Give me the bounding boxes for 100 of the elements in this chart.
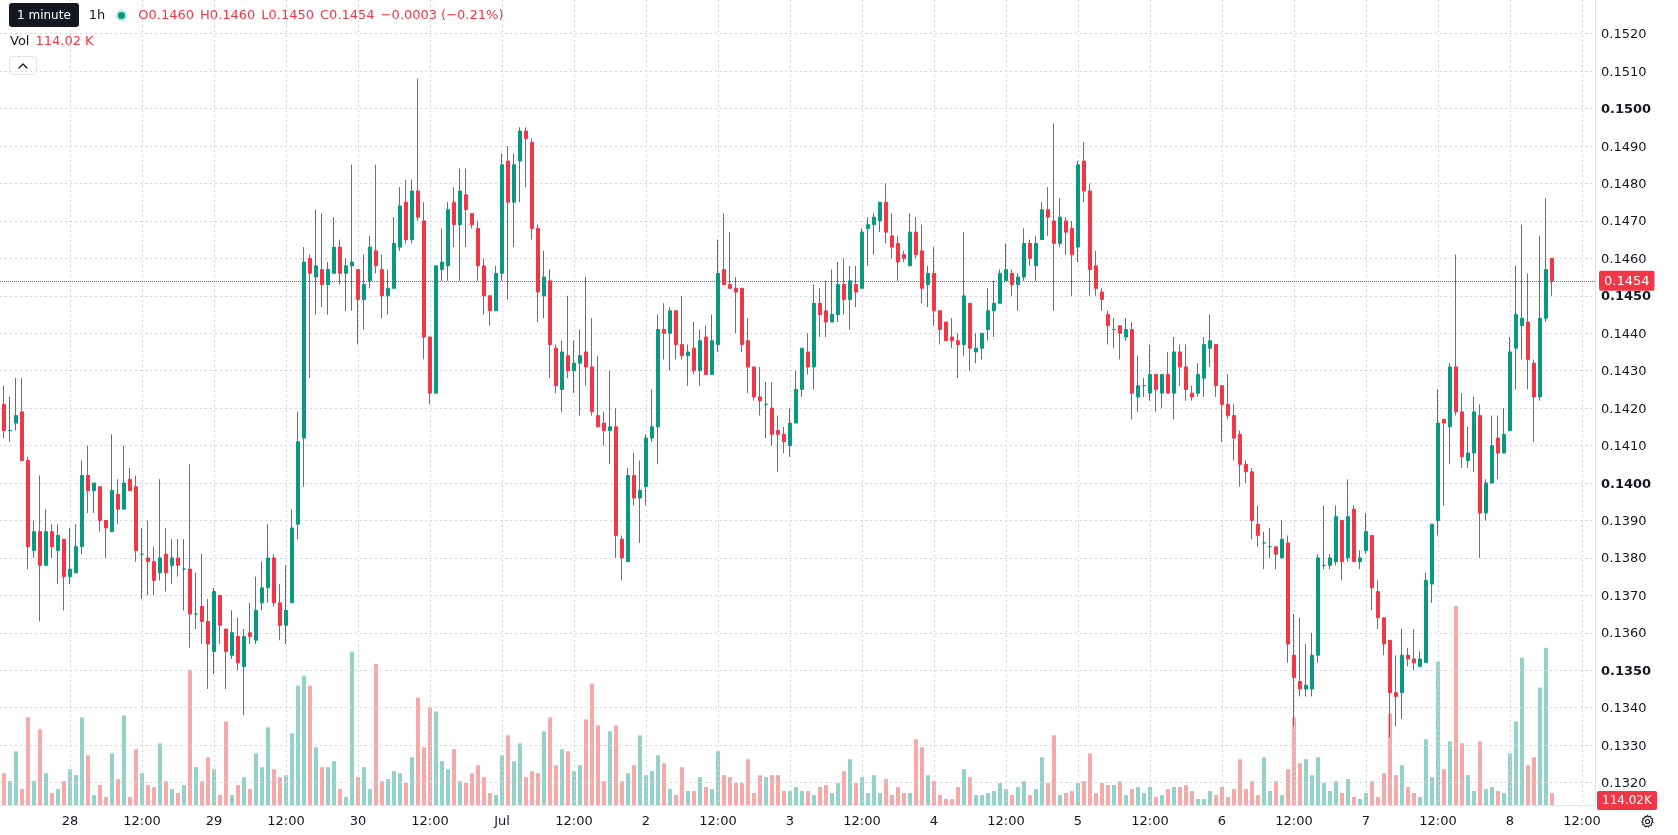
bar: [1514, 721, 1518, 805]
bar: [1508, 753, 1512, 805]
bar: [56, 789, 60, 805]
bar: [266, 727, 270, 805]
x-tick-label: 12:00: [699, 813, 737, 828]
bar: [746, 759, 750, 805]
y-tick-label: 0.1350: [1601, 662, 1652, 678]
bar: [206, 757, 210, 805]
bar: [668, 789, 672, 805]
candlestick: [434, 265, 438, 394]
candlestick: [218, 594, 222, 645]
bar: [848, 759, 852, 805]
bar: [1484, 789, 1488, 805]
candlestick: [926, 265, 930, 308]
y-tick-label: 0.1460: [1601, 250, 1647, 266]
candlestick: [644, 433, 648, 506]
x-tick-label: 6: [1217, 813, 1227, 828]
candlestick: [992, 280, 996, 338]
bar: [974, 795, 978, 805]
bar: [116, 779, 120, 805]
bar: [1208, 791, 1212, 805]
bar: [446, 769, 450, 805]
x-tick-label: 12:00: [123, 813, 161, 828]
candlestick: [392, 216, 396, 289]
bar: [1394, 775, 1398, 805]
candlestick: [1034, 235, 1038, 282]
bar: [248, 789, 252, 805]
bar: [1106, 785, 1110, 805]
bar: [1226, 797, 1230, 805]
bar: [1424, 739, 1428, 805]
bar: [1352, 797, 1356, 805]
bar: [1064, 793, 1068, 805]
bar: [572, 771, 576, 805]
candlestick: [1364, 512, 1368, 555]
candlestick: [68, 527, 72, 585]
bar: [926, 775, 930, 805]
bar: [824, 785, 828, 805]
bar: [1268, 791, 1272, 805]
bar: [272, 769, 276, 805]
candlestick: [974, 332, 978, 364]
bar: [1328, 791, 1332, 805]
bar: [830, 793, 834, 805]
bar: [452, 749, 456, 805]
x-tick-label: 29: [205, 813, 223, 828]
y-tick-label: 0.1320: [1601, 775, 1647, 791]
candlestick: [884, 182, 888, 244]
candlestick: [254, 576, 258, 645]
candlestick: [470, 212, 474, 229]
candlestick: [170, 538, 174, 585]
bar: [74, 775, 78, 805]
bar: [260, 767, 264, 805]
candlestick: [554, 343, 558, 394]
bar: [1532, 757, 1536, 805]
candlestick: [566, 295, 570, 379]
bar: [1502, 793, 1506, 805]
x-tick-label: 5: [1073, 813, 1083, 828]
candlestick: [278, 583, 282, 641]
bar: [584, 719, 588, 805]
bar: [1172, 787, 1176, 805]
candlestick: [896, 235, 900, 282]
bar: [302, 675, 306, 805]
candlestick: [740, 287, 744, 353]
bar: [98, 785, 102, 805]
bar: [506, 735, 510, 805]
bar: [1382, 773, 1386, 805]
candlestick: [44, 508, 48, 566]
candlestick: [194, 572, 198, 630]
bar: [1250, 781, 1254, 805]
candlestick: [134, 475, 138, 563]
bar: [1070, 791, 1074, 805]
candlestick: [968, 302, 972, 372]
y-tick-label: 0.1360: [1601, 625, 1647, 641]
candlestick: [668, 306, 672, 372]
bar: [1256, 795, 1260, 805]
candlestick: [812, 284, 816, 390]
candlestick: [296, 411, 300, 540]
candlestick: [1166, 351, 1170, 394]
bar: [1112, 785, 1116, 805]
y-tick-label: 0.1340: [1601, 700, 1647, 716]
candlestick: [92, 482, 96, 514]
bar: [704, 787, 708, 805]
y-tick-label: 0.1410: [1601, 438, 1647, 454]
bar: [170, 789, 174, 805]
candlestick: [1400, 628, 1404, 720]
bar: [800, 791, 804, 805]
candlestick: [530, 138, 534, 241]
candlestick: [764, 381, 768, 439]
candlestick: [458, 167, 462, 282]
candlestick: [758, 366, 762, 417]
candlestick: [1442, 418, 1446, 506]
candlestick: [56, 523, 60, 585]
x-tick-label: 12:00: [267, 813, 305, 828]
candlestick: [1358, 549, 1362, 570]
candlestick: [596, 355, 600, 428]
bar: [230, 795, 234, 805]
bar: [956, 787, 960, 805]
bar: [692, 791, 696, 805]
bar: [866, 793, 870, 805]
candlestick: [362, 254, 366, 330]
candlestick: [1286, 534, 1290, 664]
